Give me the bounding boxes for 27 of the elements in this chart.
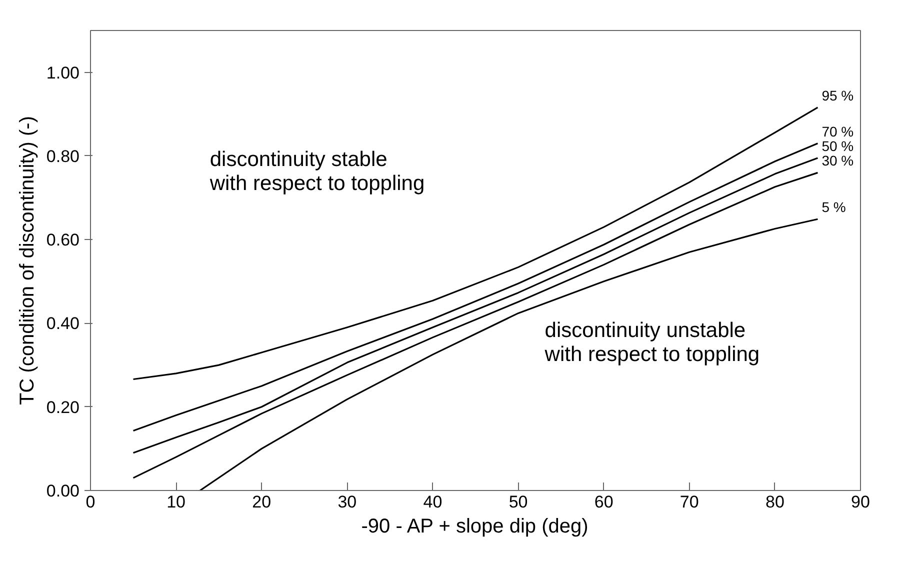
series-label: 70 %: [822, 123, 854, 140]
x-tick-label: 80: [765, 492, 784, 512]
series-label: 50 %: [822, 138, 854, 154]
x-tick-label: 50: [508, 492, 528, 512]
x-tick-label: 0: [86, 492, 96, 512]
x-tick-label: 70: [680, 492, 699, 512]
x-tick-label: 40: [423, 492, 442, 512]
series-label: 30 %: [822, 152, 854, 169]
y-tick-label: 1.00: [46, 63, 80, 82]
x-axis-title: -90 - AP + slope dip (deg): [361, 516, 588, 538]
series-label: 95 %: [822, 87, 854, 104]
y-tick-label: 0.80: [46, 146, 80, 166]
annotation: discontinuity stable with respect to toppling: [208, 148, 425, 195]
x-tick-label: 90: [851, 492, 870, 512]
y-tick-label: 0.20: [46, 398, 80, 417]
line-series: [132, 106, 819, 380]
y-axis-title: TC (condition of discontinuity) (-): [16, 116, 38, 405]
y-tick-label: 0.00: [46, 482, 80, 500]
x-tick-label: 10: [166, 492, 186, 512]
x-tick-label: 20: [252, 492, 272, 512]
line-series: [199, 218, 819, 490]
annotation: discontinuity unstable with respect to toppling: [544, 318, 760, 366]
x-tick-label: 60: [594, 492, 614, 512]
x-tick-label: 30: [338, 492, 357, 512]
series-label: 5 %: [822, 199, 846, 216]
y-tick-label: 0.60: [46, 230, 80, 250]
y-tick-label: 0.40: [46, 314, 80, 334]
